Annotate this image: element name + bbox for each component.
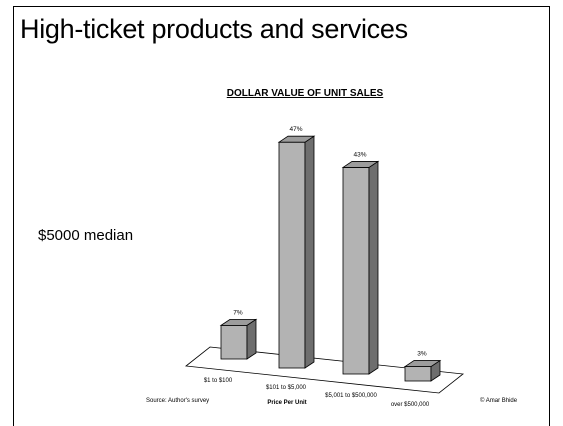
source-note: Source: Author's survey <box>146 398 210 404</box>
bar-top <box>219 318 258 326</box>
bar-value-label: 7% <box>233 309 243 316</box>
bar-front <box>404 366 432 382</box>
chart-title: DOLLAR VALUE OF UNIT SALES <box>226 88 384 99</box>
bar-value-label: 43% <box>353 151 366 158</box>
bar-side <box>246 318 257 360</box>
x-tick-label: over $500,000 <box>391 402 430 408</box>
bar-top <box>403 360 442 367</box>
bar-front <box>220 324 248 360</box>
bar-value-label: 47% <box>289 126 302 133</box>
slide-title: High-ticket products and services <box>20 14 408 44</box>
bar-value-label: 3% <box>417 351 427 358</box>
bar-top <box>277 135 316 143</box>
bar-top <box>341 161 380 168</box>
x-tick-label: $1 to $100 <box>204 378 233 384</box>
bar-front <box>342 167 370 375</box>
bar-side <box>368 160 379 375</box>
x-axis-label: Price Per Unit <box>267 400 306 406</box>
bar-side <box>304 135 315 369</box>
copyright-note: © Amar Bhide <box>480 398 518 404</box>
chart-floor <box>184 346 465 394</box>
x-tick-label: $5,001 to $500,000 <box>325 393 377 399</box>
bar-front <box>278 141 306 369</box>
x-tick-label: $101 to $5,000 <box>266 385 307 391</box>
median-note: $5000 median <box>38 227 134 244</box>
